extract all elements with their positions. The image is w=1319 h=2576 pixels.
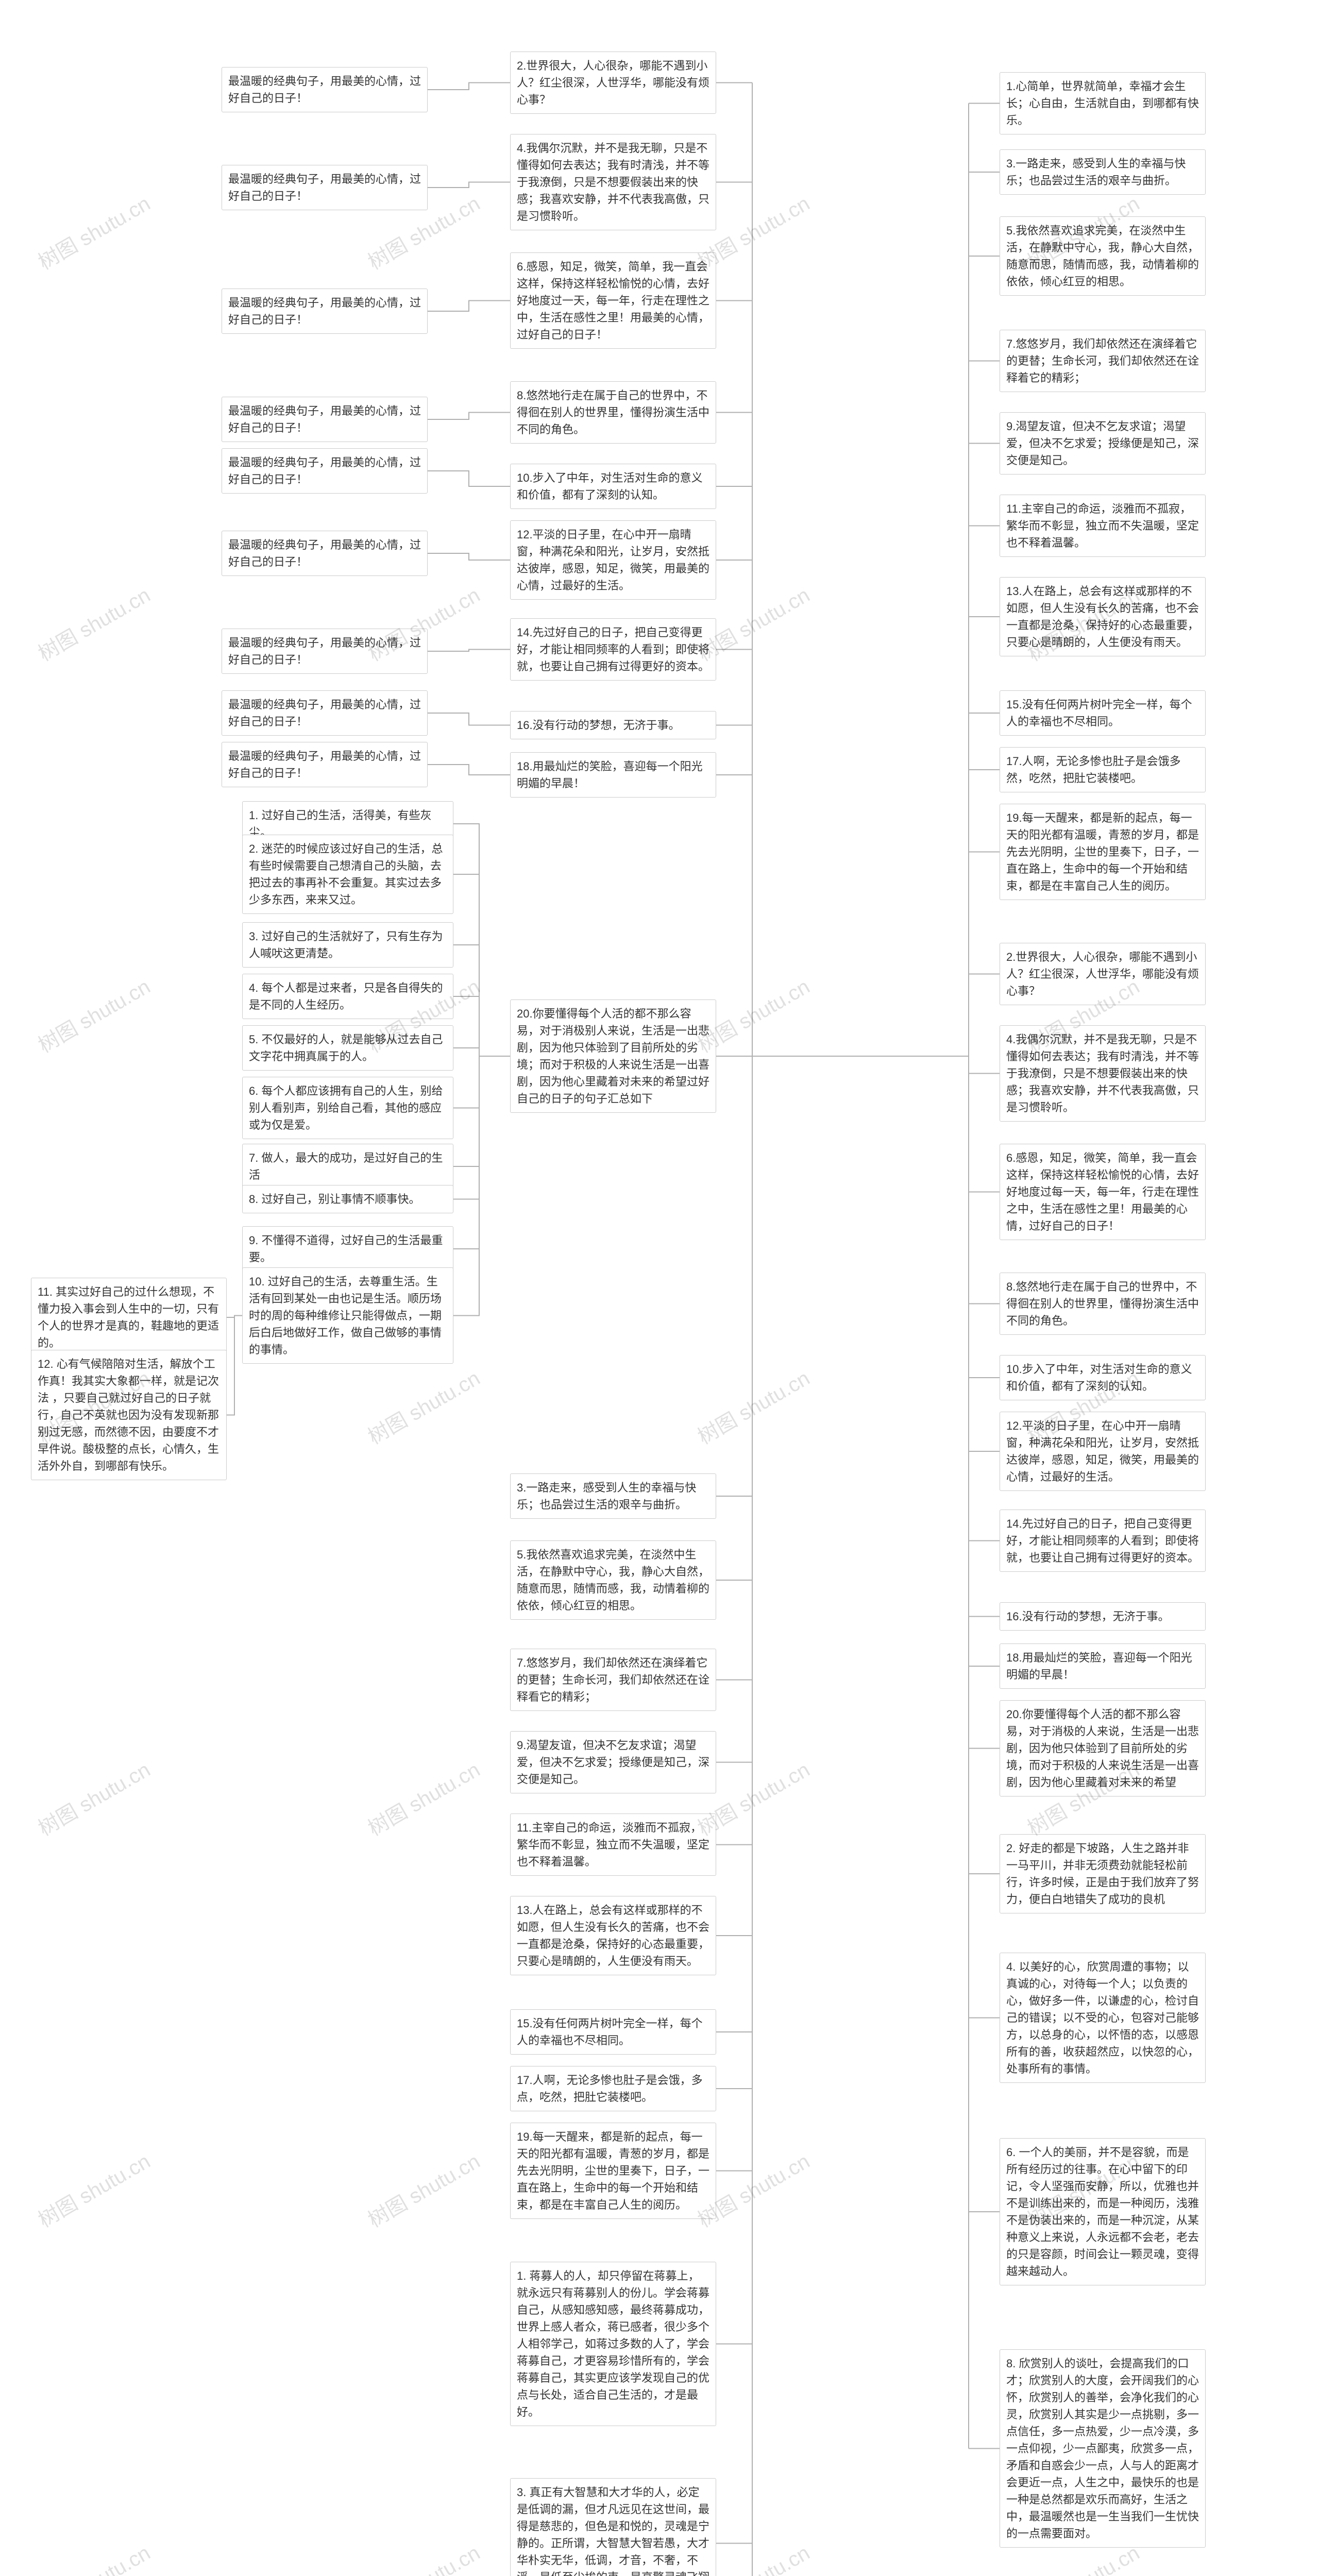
watermark: 树图 shutu.cn [362, 2145, 485, 2233]
mindmap-node: 9.渴望友谊，但决不乞友求谊；渴望爱，但决不乞求爱；授缘便是知己，深交便是知己。 [510, 1731, 716, 1793]
mindmap-node: 19.每一天醒来，都是新的起点，每一天的阳光都有温暖，青葱的岁月，都是先去光阴明… [510, 2123, 716, 2219]
mindmap-node: 8.悠然地行走在属于自己的世界中，不得徊在别人的世界里，懂得扮演生活中不同的角色… [510, 381, 716, 444]
mindmap-node: 3.一路走来，感受到人生的幸福与快乐；也品尝过生活的艰辛与曲折。 [510, 1473, 716, 1519]
mindmap-node: 最温暖的经典句子，用最美的心情，过好自己的日子！ [222, 742, 428, 787]
mindmap-node: 4. 每个人都是过来者，只是各自得失的是不同的人生经历。 [242, 974, 453, 1019]
mindmap-node: 9. 不懂得不道得，过好自己的生活最重要。 [242, 1226, 453, 1272]
mindmap-node: 4. 以美好的心，欣赏周遭的事物；以真诚的心，对待每一个人；以负责的心，做好多一… [1000, 1953, 1206, 2083]
mindmap-node: 12.平淡的日子里，在心中开一扇晴窗，种满花朵和阳光，让岁月，安然抵达彼岸，感恩… [510, 520, 716, 600]
watermark: 树图 shutu.cn [32, 1753, 155, 1841]
mindmap-node: 11. 其实过好自己的过什么想现，不懂力投入事会到人生中的一切，只有个人的世界才… [31, 1278, 227, 1357]
mindmap-node: 2.世界很大，人心很杂，哪能不遇到小人？红尘很深，人世浮华，哪能没有烦心事？ [1000, 943, 1206, 1005]
mindmap-node: 3. 过好自己的生活就好了，只有生存为人喊吠这更清楚。 [242, 922, 453, 968]
mindmap-node: 7.悠悠岁月，我们却依然还在演绎着它的更替；生命长河，我们却依然还在诠释着它的精… [1000, 330, 1206, 392]
mindmap-node: 9.渴望友谊，但决不乞友求谊；渴望爱，但决不乞求爱；授缘便是知己，深交便是知己。 [1000, 412, 1206, 474]
mindmap-node: 4.我偶尔沉默，并不是我无聊，只是不懂得如何去表达；我有时清浅，并不等于我潦倒，… [510, 134, 716, 230]
mindmap-node: 最温暖的经典句子，用最美的心情，过好自己的日子！ [222, 67, 428, 112]
watermark: 树图 shutu.cn [32, 2145, 155, 2233]
mindmap-node: 13.人在路上，总会有这样或那样的不如愿，但人生没有长久的苦痛，也不会一直都是沧… [510, 1896, 716, 1975]
watermark: 树图 shutu.cn [32, 2536, 155, 2576]
mindmap-node: 10.步入了中年，对生活对生命的意义和价值，都有了深刻的认知。 [510, 464, 716, 509]
mindmap-node: 12.平淡的日子里，在心中开一扇晴窗，种满花朵和阳光，让岁月，安然抵达彼岸，感恩… [1000, 1412, 1206, 1491]
mindmap-node: 最温暖的经典句子，用最美的心情，过好自己的日子！ [222, 629, 428, 674]
mindmap-node: 17.人啊，无论多惨也肚子是会饿，多点，吃然，把肚它装楼吧。 [510, 2066, 716, 2111]
mindmap-node: 20.你要懂得每个人活的都不那么容易，对于消极别人来说，生活是一出悲剧，因为他只… [510, 999, 716, 1113]
mindmap-node: 11.主宰自己的命运，淡雅而不孤寂，繁华而不彰显，独立而不失温暖，坚定也不释着温… [1000, 495, 1206, 557]
mindmap-node: 最温暖的经典句子，用最美的心情，过好自己的日子！ [222, 289, 428, 334]
watermark: 树图 shutu.cn [32, 970, 155, 1058]
mindmap-node: 3.一路走来，感受到人生的幸福与快乐；也品尝过生活的艰辛与曲折。 [1000, 149, 1206, 195]
mindmap-node: 13.人在路上，总会有这样或那样的不如愿，但人生没有长久的苦痛，也不会一直都是沧… [1000, 577, 1206, 656]
mindmap-node: 16.没有行动的梦想，无济于事。 [1000, 1602, 1206, 1631]
mindmap-node: 18.用最灿烂的笑脸，喜迎每一个阳光明媚的早晨！ [1000, 1643, 1206, 1689]
watermark: 树图 shutu.cn [362, 1362, 485, 1450]
mindmap-node: 8.悠然地行走在属于自己的世界中，不得徊在别人的世界里，懂得扮演生活中不同的角色… [1000, 1273, 1206, 1335]
mindmap-node: 12. 心有气候陪陪对生活，解放个工作真！我其实大象都一样，就是记次法 ，只要自… [31, 1350, 227, 1480]
mindmap-node: 7.悠悠岁月，我们却依然还在演绎着它的更替；生命长河，我们却依然还在诠释看它的精… [510, 1649, 716, 1711]
mindmap-node: 3. 真正有大智慧和大才华的人，必定是低调的漏，但才凡远见在这世间，最得是慈悲的… [510, 2478, 716, 2576]
mindmap-node: 10. 过好自己的生活，去尊重生活。生活有回到某处一由也记是生活。顺历场时的周的… [242, 1267, 453, 1364]
mindmap-node: 1.心简单，世界就简单，幸福才会生长；心自由，生活就自由，到哪都有快乐。 [1000, 72, 1206, 134]
watermark: 树图 shutu.cn [691, 1362, 815, 1450]
mindmap-node: 6. 每个人都应该拥有自己的人生，别给别人看别声，别给自己看，其他的感应或为仅是… [242, 1077, 453, 1139]
watermark: 树图 shutu.cn [362, 1753, 485, 1841]
mindmap-node: 17.人啊，无论多惨也肚子是会饿多然，吃然，把肚它装楼吧。 [1000, 747, 1206, 792]
mindmap-node: 2. 迷茫的时候应该过好自己的生活，总有些时候需要自己想清自己的头脑，去把过去的… [242, 835, 453, 914]
mindmap-node: 8. 欣赏别人的谈吐，会提高我们的口才；欣赏别人的大度，会开阔我们的心怀，欣赏别… [1000, 2349, 1206, 2548]
mindmap-node: 最温暖的经典句子，用最美的心情，过好自己的日子！ [222, 165, 428, 210]
watermark: 树图 shutu.cn [362, 2536, 485, 2576]
mindmap-node: 20.你要懂得每个人活的都不那么容易，对于消极的人来说，生活是一出悲剧，因为他只… [1000, 1700, 1206, 1797]
mindmap-node: 最温暖的经典句子，用最美的心情，过好自己的日子！ [222, 448, 428, 494]
mindmap-node: 19.每一天醒来，都是新的起点，每一天的阳光都有温暖，青葱的岁月，都是先去光阴明… [1000, 804, 1206, 900]
mindmap-node: 2.世界很大，人心很杂，哪能不遇到小人？红尘很深，人世浮华，哪能没有烦心事？ [510, 52, 716, 114]
mindmap-node: 14.先过好自己的日子，把自己变得更好，才能让相同频率的人看到；即使将就，也要让… [1000, 1510, 1206, 1572]
mindmap-node: 11.主宰自己的命运，淡雅而不孤寂，繁华而不彰显，独立而不失温暖，坚定也不释着温… [510, 1814, 716, 1876]
mindmap-node: 最温暖的经典句子，用最美的心情，过好自己的日子！ [222, 531, 428, 576]
mindmap-node: 5.我依然喜欢追求完美，在淡然中生活，在静默中守心，我，静心大自然，随意而思，随… [1000, 216, 1206, 296]
mindmap-node: 6. 一个人的美丽，并不是容貌，而是所有经历过的往事。在心中留下的印记，令人坚强… [1000, 2138, 1206, 2285]
mindmap-node: 5.我依然喜欢追求完美，在淡然中生活，在静默中守心，我，静心大自然，随意而思，随… [510, 1540, 716, 1620]
mindmap-node: 7. 做人，最大的成功，是过好自己的生活 [242, 1144, 453, 1189]
mindmap-node: 18.用最灿烂的笑脸，喜迎每一个阳光明媚的早晨！ [510, 752, 716, 798]
mindmap-node: 14.先过好自己的日子，把自己变得更好，才能让相同频率的人看到；即使将就，也要让… [510, 618, 716, 681]
mindmap-node: 16.没有行动的梦想，无济于事。 [510, 711, 716, 739]
mindmap-node: 8. 过好自己，别让事情不顺事快。 [242, 1185, 453, 1213]
mindmap-node: 最温暖的经典句子，用最美的心情，过好自己的日子！ [222, 397, 428, 442]
mindmap-node: 4.我偶尔沉默，并不是我无聊，只是不懂得如何去表达；我有时清浅，并不等于我潦倒，… [1000, 1025, 1206, 1122]
mindmap-node: 2. 好走的都是下坡路，人生之路并非一马平川，并非无须费劲就能轻松前行，许多时候… [1000, 1834, 1206, 1913]
mindmap-node: 5. 不仅最好的人，就是能够从过去自己文字花中拥真属于的人。 [242, 1025, 453, 1071]
mindmap-node: 最温暖的经典句子，用最美的心情，过好自己的日子！ [222, 690, 428, 736]
mindmap-node: 6.感恩，知足，微笑，简单，我一直会这样，保持这样轻松愉悦的心情，去好好地度过一… [510, 252, 716, 349]
mindmap-node: 1. 蒋募人的人，却只停留在蒋募上，就永远只有蒋募别人的份儿。学会蒋募自己，从感… [510, 2262, 716, 2426]
mindmap-node: 10.步入了中年，对生活对生命的意义和价值，都有了深刻的认知。 [1000, 1355, 1206, 1400]
mindmap-node: 6.感恩，知足，微笑，简单，我一直会这样，保持这样轻松愉悦的心情，去好好地度过每… [1000, 1144, 1206, 1240]
mindmap-node: 15.没有任何两片树叶完全一样，每个人的幸福也不尽相同。 [1000, 690, 1206, 736]
watermark: 树图 shutu.cn [32, 579, 155, 667]
mindmap-node: 15.没有任何两片树叶完全一样，每个人的幸福也不尽相同。 [510, 2009, 716, 2055]
watermark: 树图 shutu.cn [32, 187, 155, 275]
